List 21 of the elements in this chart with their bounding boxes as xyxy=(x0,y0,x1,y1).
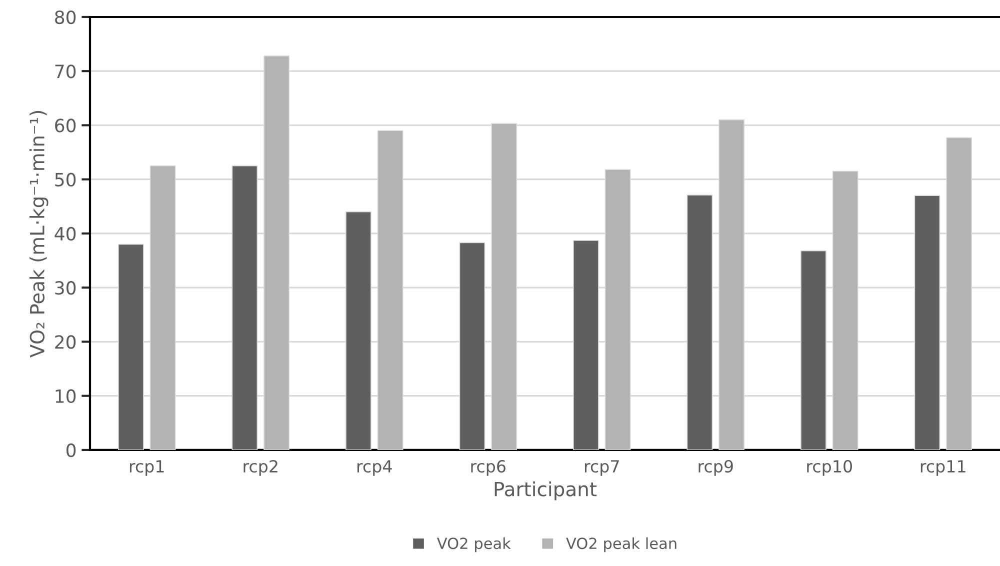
x-tick-label: rcp2 xyxy=(244,460,278,476)
x-tick-label: rcp1 xyxy=(130,460,164,476)
x-tick-label: rcp4 xyxy=(357,460,392,476)
x-tick-label: rcp10 xyxy=(807,460,852,476)
y-tick-label: 70 xyxy=(55,64,76,78)
y-tick-label: 50 xyxy=(55,172,76,186)
y-tick-label: 30 xyxy=(55,281,76,295)
x-tick-label: rcp11 xyxy=(920,460,966,476)
y-tick-label: 40 xyxy=(54,226,76,241)
y-tick-label: 80 xyxy=(55,10,76,24)
x-tick-label: rcp6 xyxy=(471,460,506,476)
x-axis-title: Participant xyxy=(494,481,597,500)
x-tick-label: rcp7 xyxy=(584,460,619,476)
legend-label: VO2 peak xyxy=(436,537,511,552)
y-tick-label: 60 xyxy=(55,118,76,132)
y-tick-label: 10 xyxy=(56,389,76,403)
x-tick-label: rcp9 xyxy=(698,460,733,476)
legend-label: VO2 peak lean xyxy=(566,537,676,552)
y-tick-label: 20 xyxy=(55,335,76,349)
y-axis-title: VO₂ Peak (mL·kg⁻¹·min⁻¹) xyxy=(29,111,48,358)
y-tick-label: 0 xyxy=(66,443,76,458)
